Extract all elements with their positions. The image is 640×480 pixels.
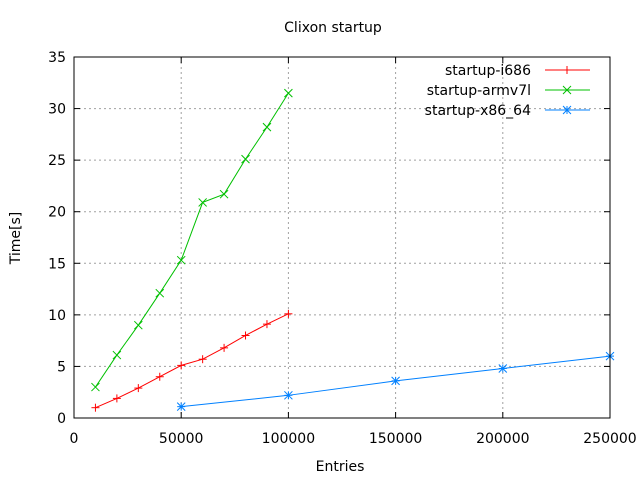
- marker-stroke: [133, 320, 143, 330]
- marker-plus: [177, 361, 186, 370]
- series-line: [95, 313, 289, 409]
- marker-cross: [241, 154, 250, 164]
- x-tick-label: 50000: [159, 431, 204, 447]
- legend-label: startup-i686: [445, 63, 531, 79]
- marker-cross: [198, 198, 207, 207]
- marker-stroke: [284, 88, 293, 98]
- marker-stroke: [241, 154, 250, 164]
- marker-plus: [134, 384, 143, 393]
- marker-stroke: [562, 105, 572, 115]
- marker-cross: [219, 189, 229, 199]
- marker-cross: [133, 320, 143, 330]
- y-tick-label: 30: [48, 102, 66, 118]
- y-axis-label: Time[s]: [8, 212, 24, 265]
- marker-stroke: [219, 189, 229, 199]
- marker-plus: [112, 394, 121, 403]
- marker-stroke: [198, 198, 207, 207]
- marker-stroke: [91, 382, 100, 392]
- series-startup-x86_64: [176, 351, 615, 412]
- marker-star: [498, 364, 508, 373]
- y-tick-label: 35: [48, 50, 66, 66]
- y-tick-label: 0: [57, 411, 66, 427]
- marker-stroke: [112, 350, 122, 360]
- x-tick-label: 250000: [583, 431, 636, 447]
- marker-stroke: [155, 288, 165, 298]
- plot-frame: [73, 56, 611, 419]
- marker-cross: [112, 350, 122, 360]
- series-startup-armv7l: [91, 88, 293, 392]
- marker-cross: [262, 122, 272, 132]
- x-tick-label: 100000: [262, 431, 315, 447]
- marker-stroke: [262, 122, 272, 132]
- marker-stroke: [284, 390, 293, 400]
- marker-stroke: [562, 85, 572, 95]
- marker-plus: [198, 355, 207, 364]
- x-tick-label: 200000: [476, 431, 529, 447]
- x-tick-label: 150000: [369, 431, 422, 447]
- marker-cross: [284, 88, 293, 98]
- marker-star: [176, 402, 186, 412]
- series-startup-i686: [91, 309, 293, 412]
- x-axis-label: Entries: [316, 459, 365, 475]
- marker-cross: [562, 85, 572, 95]
- series-line: [95, 92, 289, 388]
- marker-plus: [220, 343, 229, 352]
- marker-plus: [155, 372, 164, 381]
- marker-plus: [262, 320, 271, 329]
- chart-title: Clixon startup: [284, 20, 382, 36]
- marker-star: [391, 376, 400, 386]
- marker-plus: [241, 331, 250, 340]
- marker-cross: [176, 255, 186, 265]
- marker-plus: [284, 309, 293, 318]
- marker-cross: [91, 382, 100, 392]
- y-tick-label: 20: [48, 205, 66, 221]
- marker-stroke: [391, 376, 400, 386]
- marker-plus: [563, 66, 571, 74]
- y-tick-label: 5: [57, 359, 66, 375]
- marker-star: [284, 390, 293, 400]
- marker-cross: [155, 288, 165, 298]
- y-tick-label: 15: [48, 256, 66, 272]
- marker-stroke: [498, 364, 508, 373]
- marker-plus: [91, 403, 100, 412]
- marker-stroke: [176, 402, 186, 412]
- y-tick-label: 25: [48, 153, 66, 169]
- marker-stroke: [176, 255, 186, 265]
- y-tick-label: 10: [48, 308, 66, 324]
- legend-label: startup-armv7l: [427, 83, 531, 99]
- legend-label: startup-x86_64: [425, 103, 531, 119]
- marker-star: [562, 105, 572, 115]
- x-tick-label: 0: [70, 431, 79, 447]
